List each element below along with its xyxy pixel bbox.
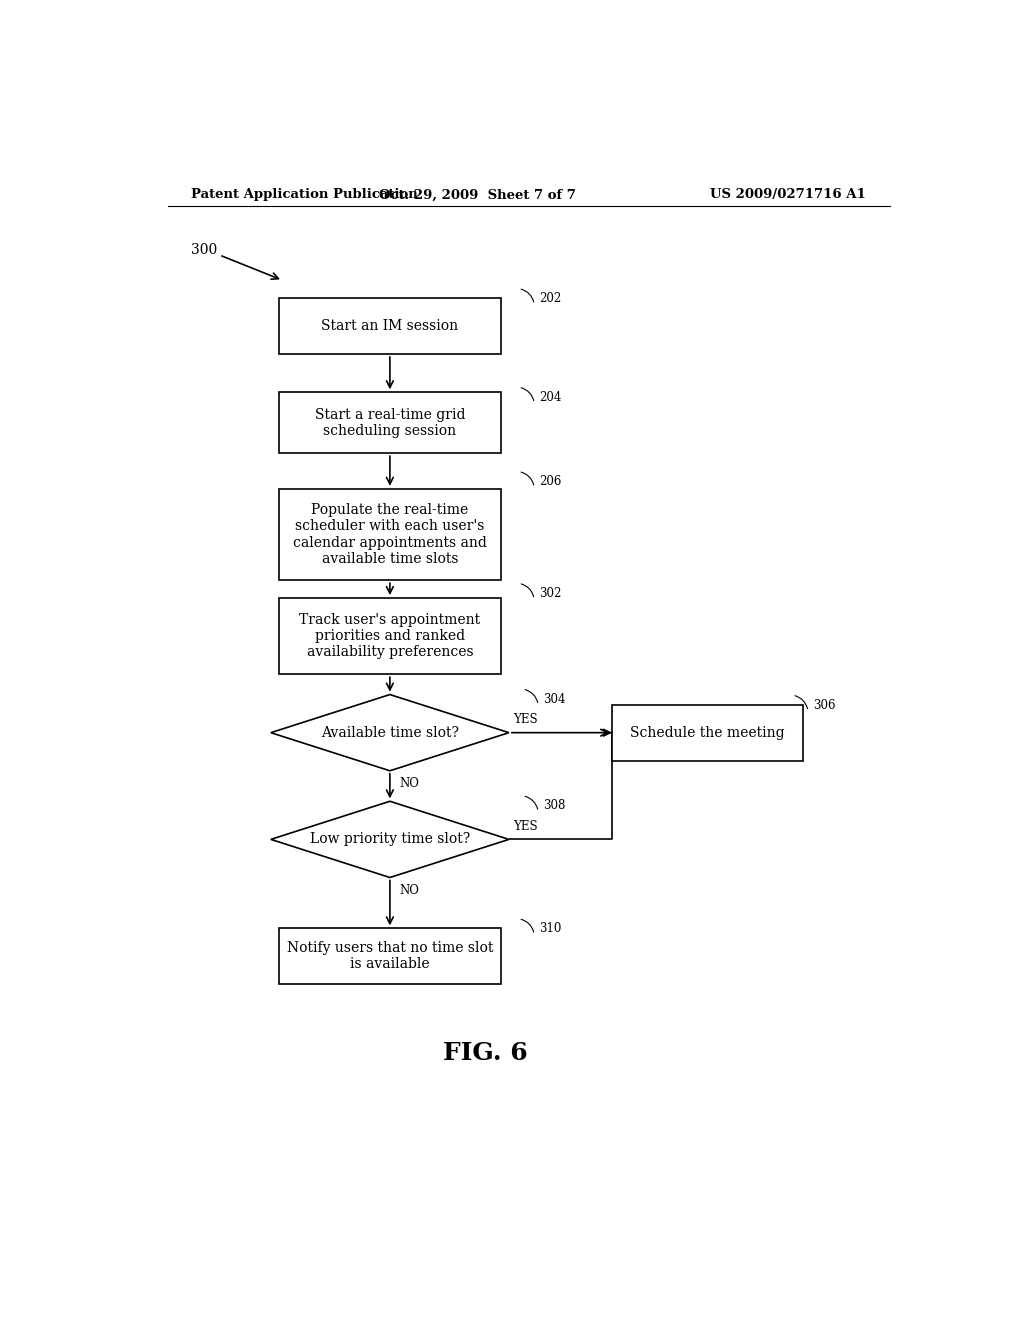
- Bar: [279, 298, 501, 354]
- Text: Available time slot?: Available time slot?: [321, 726, 459, 739]
- Text: Low priority time slot?: Low priority time slot?: [310, 833, 470, 846]
- Bar: [279, 488, 501, 581]
- Text: NO: NO: [399, 777, 419, 789]
- Text: US 2009/0271716 A1: US 2009/0271716 A1: [711, 189, 866, 202]
- Text: Populate the real-time
scheduler with each user's
calendar appointments and
avai: Populate the real-time scheduler with ea…: [293, 503, 486, 566]
- Bar: [612, 705, 803, 760]
- Text: Start an IM session: Start an IM session: [322, 319, 459, 333]
- Text: Start a real-time grid
scheduling session: Start a real-time grid scheduling sessio…: [314, 408, 465, 438]
- Polygon shape: [270, 801, 509, 878]
- Text: Schedule the meeting: Schedule the meeting: [630, 726, 784, 739]
- Text: 300: 300: [191, 243, 218, 257]
- Text: 204: 204: [539, 391, 561, 404]
- Text: NO: NO: [399, 883, 419, 896]
- Text: Track user's appointment
priorities and ranked
availability preferences: Track user's appointment priorities and …: [299, 612, 480, 659]
- Bar: [279, 928, 501, 985]
- Text: Notify users that no time slot
is available: Notify users that no time slot is availa…: [287, 941, 494, 972]
- Text: Patent Application Publication: Patent Application Publication: [191, 189, 418, 202]
- Text: YES: YES: [513, 713, 538, 726]
- Bar: [279, 392, 501, 453]
- Text: 202: 202: [539, 292, 561, 305]
- Text: 310: 310: [539, 923, 561, 936]
- Polygon shape: [270, 694, 509, 771]
- Text: 302: 302: [539, 587, 561, 599]
- Text: Oct. 29, 2009  Sheet 7 of 7: Oct. 29, 2009 Sheet 7 of 7: [379, 189, 575, 202]
- Text: 206: 206: [539, 475, 561, 488]
- Text: 304: 304: [543, 693, 565, 706]
- Bar: [279, 598, 501, 675]
- Text: FIG. 6: FIG. 6: [442, 1041, 527, 1065]
- Text: YES: YES: [513, 820, 538, 833]
- Text: 308: 308: [543, 800, 565, 812]
- Text: 306: 306: [813, 698, 836, 711]
